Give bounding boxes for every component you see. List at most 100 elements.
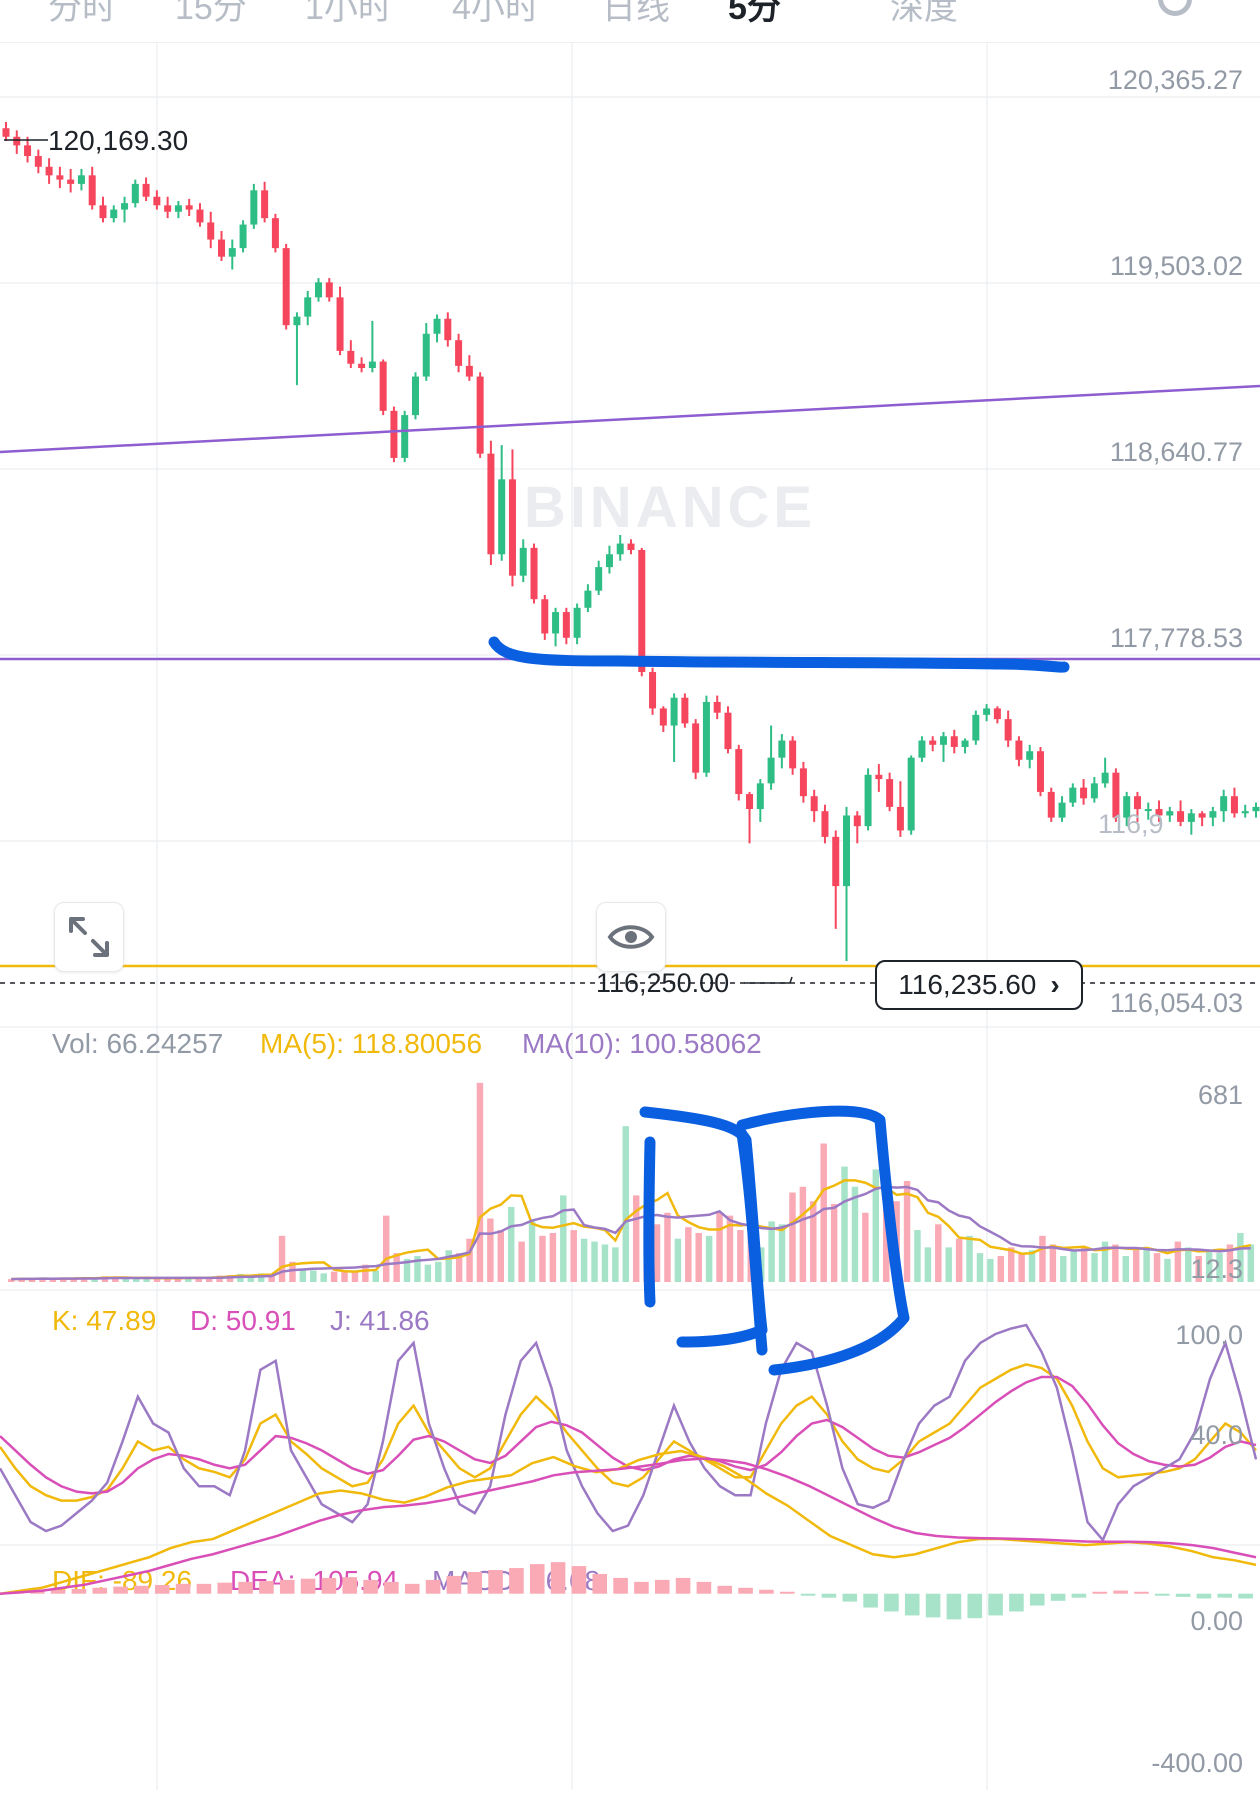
tab-0[interactable]: 分时 (48, 0, 116, 27)
eye-icon (607, 925, 655, 949)
candle-body (433, 318, 441, 334)
candle-body (983, 708, 991, 715)
candle-body (541, 599, 549, 634)
volume-bar (403, 1258, 411, 1282)
support-scribble (488, 636, 1070, 673)
current-price-tag[interactable]: 116,235.60 › (875, 960, 1083, 1010)
volume-bar (424, 1264, 432, 1282)
candle-body (131, 183, 139, 204)
macd-histogram-bar (113, 1586, 128, 1594)
candle-body (476, 376, 484, 454)
candle-body (789, 740, 797, 769)
candle-body (250, 190, 258, 225)
volume-bar (257, 1273, 265, 1282)
volume-bar (872, 1169, 880, 1282)
volume-bar (60, 1278, 67, 1282)
candle-body (282, 248, 290, 326)
macd-histogram-bar (946, 1593, 962, 1620)
kdj-d-line (0, 1375, 1257, 1495)
macd-histogram-bar (967, 1593, 983, 1619)
candle-body (1112, 772, 1120, 818)
tab-7[interactable]: 深度 (890, 0, 958, 27)
volume-bar (528, 1221, 536, 1282)
candle-body (843, 815, 851, 887)
macd-histogram-bar (1154, 1593, 1170, 1596)
macd-histogram-bar (384, 1581, 399, 1594)
candle-body (379, 361, 387, 411)
tab-4[interactable]: 日线 (602, 0, 670, 27)
candle-body (799, 768, 807, 797)
volume-bar (862, 1212, 869, 1282)
volume-bar (1080, 1247, 1088, 1282)
candle-body (939, 736, 948, 745)
macd-histogram-bar (571, 1566, 587, 1594)
candle-body (368, 361, 376, 369)
fullscreen-button[interactable] (54, 902, 124, 972)
macd-histogram-bar (238, 1581, 253, 1594)
volume-bar (70, 1278, 77, 1282)
macd-histogram-bar (71, 1588, 87, 1594)
vol-ma5: MA(5): 118.80056 (260, 1028, 482, 1059)
chevron-right-icon: › (1050, 969, 1060, 1000)
volume-bar (1174, 1241, 1182, 1282)
candle-body (45, 166, 53, 176)
candle-body (390, 410, 398, 458)
volume-bar (382, 1215, 390, 1282)
vol-value: Vol: 66.24257 (52, 1028, 223, 1059)
low-marker-leader (744, 976, 793, 984)
candle-body (875, 774, 883, 780)
candle-body (207, 222, 215, 240)
volume-bar (591, 1241, 598, 1282)
volume-bar (164, 1278, 171, 1282)
macd-tick-label: 0.00 (1190, 1606, 1243, 1636)
volume-bar (1185, 1247, 1192, 1282)
macd-histogram-bar (592, 1573, 608, 1594)
visibility-toggle-button[interactable] (596, 902, 666, 972)
candle-body (218, 239, 226, 257)
candle-body (508, 479, 516, 576)
volume-bar (882, 1204, 890, 1282)
volume-bar (674, 1238, 682, 1282)
volume-bar (685, 1227, 692, 1282)
candle-body (724, 712, 732, 750)
candle-body (164, 205, 172, 212)
candle-body (1241, 811, 1249, 814)
macd-histogram-bar (529, 1564, 545, 1594)
macd-histogram-bar (175, 1583, 191, 1594)
candle-body (681, 697, 689, 724)
macd-histogram-bar (488, 1570, 503, 1594)
candle-body (153, 196, 161, 206)
candle-body (465, 365, 473, 377)
volume-bar (570, 1230, 577, 1282)
candle-body (1101, 772, 1109, 784)
tab-5[interactable]: 5分 (728, 0, 781, 27)
candle-body (810, 796, 818, 812)
candle-body (34, 156, 42, 167)
candle-body (13, 136, 21, 146)
volume-bar (7, 1279, 15, 1282)
macd-histogram-bar (738, 1587, 753, 1594)
volume-bar (1122, 1256, 1130, 1282)
candle-body (121, 203, 129, 210)
trendline[interactable] (0, 384, 1260, 454)
tab-2[interactable]: 1小时 (305, 0, 392, 27)
volume-bar (39, 1277, 46, 1282)
macd-histogram-bar (134, 1585, 149, 1594)
candle-body (1198, 813, 1206, 818)
macd-histogram-bar (675, 1577, 691, 1594)
macd-histogram-bar (425, 1579, 441, 1594)
macd-dea-line (0, 1457, 1257, 1595)
volume-bar (1018, 1253, 1025, 1282)
candle-body (1144, 809, 1152, 812)
candle-body (929, 740, 937, 745)
candle-body (1220, 796, 1228, 812)
volume-bar (507, 1206, 515, 1282)
volume-bar (768, 1221, 775, 1282)
tab-1[interactable]: 15分 (175, 0, 247, 27)
macd-histogram-bar (321, 1577, 337, 1594)
volume-bar (28, 1279, 36, 1282)
interval-tab-bar: 分时 15分 1小时 4小时 日线 5分 深度 (0, 0, 1260, 43)
tab-3[interactable]: 4小时 (452, 0, 539, 27)
volume-bar (445, 1250, 452, 1282)
